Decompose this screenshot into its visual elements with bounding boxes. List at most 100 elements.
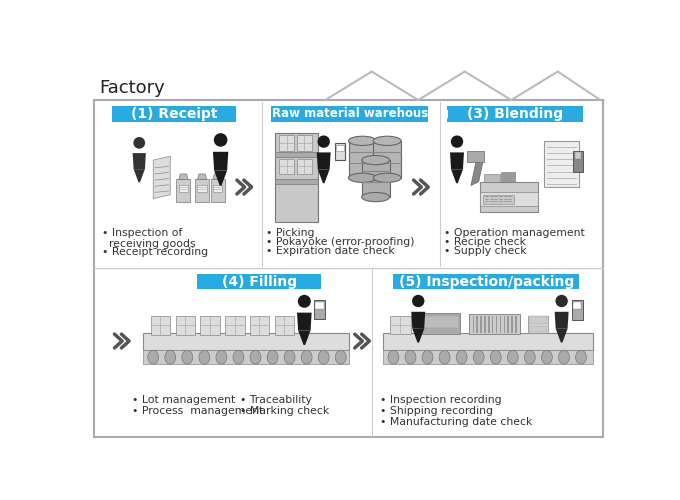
Polygon shape — [133, 153, 146, 169]
Bar — [480, 182, 539, 212]
Text: • Traceability: • Traceability — [240, 395, 312, 405]
Ellipse shape — [267, 350, 278, 364]
Bar — [362, 160, 390, 197]
Polygon shape — [213, 174, 222, 180]
Bar — [575, 152, 581, 158]
Polygon shape — [176, 180, 190, 203]
Circle shape — [214, 133, 227, 146]
Ellipse shape — [373, 136, 401, 145]
Ellipse shape — [362, 156, 390, 164]
Bar — [496, 316, 497, 332]
Polygon shape — [213, 152, 228, 171]
Bar — [95, 100, 602, 438]
Ellipse shape — [148, 350, 158, 364]
Bar — [197, 184, 207, 192]
Polygon shape — [318, 170, 330, 183]
Ellipse shape — [362, 192, 390, 202]
Text: • Inspection recording: • Inspection recording — [379, 395, 501, 405]
Polygon shape — [317, 152, 330, 170]
Bar — [384, 350, 593, 364]
Bar — [179, 184, 188, 192]
Bar — [394, 274, 579, 289]
Bar — [544, 141, 579, 187]
Ellipse shape — [199, 350, 209, 364]
Text: • Lot management: • Lot management — [131, 395, 235, 405]
Polygon shape — [214, 170, 227, 186]
Polygon shape — [411, 312, 425, 328]
Bar — [480, 316, 482, 332]
Bar — [528, 316, 547, 332]
Text: (3) Blending: (3) Blending — [466, 107, 563, 121]
Polygon shape — [153, 156, 170, 198]
Text: (5) Inspection/packing: (5) Inspection/packing — [399, 275, 574, 289]
Polygon shape — [450, 152, 464, 170]
Bar — [469, 314, 520, 334]
Polygon shape — [555, 312, 568, 328]
Bar — [529, 326, 547, 332]
Text: • Operation management: • Operation management — [444, 228, 585, 238]
Bar — [573, 151, 583, 172]
Bar — [507, 316, 509, 332]
Polygon shape — [211, 180, 224, 203]
Bar — [225, 316, 245, 335]
Ellipse shape — [250, 350, 261, 364]
Polygon shape — [556, 328, 568, 342]
Bar — [275, 152, 318, 157]
Bar — [480, 192, 539, 206]
Text: Factory: Factory — [99, 78, 165, 96]
Bar — [279, 158, 294, 174]
Polygon shape — [197, 174, 207, 180]
Circle shape — [298, 295, 311, 308]
Bar — [279, 136, 294, 151]
Ellipse shape — [284, 350, 295, 364]
Text: (1) Receipt: (1) Receipt — [131, 107, 218, 121]
Ellipse shape — [405, 350, 416, 364]
Ellipse shape — [233, 350, 244, 364]
Bar — [467, 151, 484, 162]
Ellipse shape — [373, 173, 401, 182]
Ellipse shape — [422, 350, 433, 364]
Bar — [143, 334, 348, 350]
Text: • Picking: • Picking — [267, 228, 315, 238]
Bar — [477, 316, 478, 332]
Ellipse shape — [490, 350, 501, 364]
Ellipse shape — [348, 136, 377, 145]
Bar — [271, 106, 428, 122]
Circle shape — [451, 136, 463, 148]
Ellipse shape — [348, 173, 377, 182]
Text: • Recipe check: • Recipe check — [444, 237, 526, 247]
Polygon shape — [179, 174, 188, 180]
Bar — [503, 316, 505, 332]
Text: • Receipt recording: • Receipt recording — [102, 247, 208, 257]
Polygon shape — [471, 156, 484, 186]
Circle shape — [556, 295, 568, 307]
Text: (2) Raw material warehousing: (2) Raw material warehousing — [250, 108, 449, 120]
Bar — [511, 316, 513, 332]
Ellipse shape — [216, 350, 227, 364]
Bar — [201, 316, 220, 335]
Bar — [492, 316, 494, 332]
Bar — [515, 316, 517, 332]
Ellipse shape — [473, 350, 484, 364]
Ellipse shape — [165, 350, 175, 364]
Ellipse shape — [388, 350, 399, 364]
Text: • Inspection of
  receiving goods: • Inspection of receiving goods — [102, 228, 196, 250]
Polygon shape — [412, 328, 424, 342]
Bar — [501, 172, 515, 181]
Bar — [384, 334, 593, 350]
Polygon shape — [195, 180, 209, 203]
Ellipse shape — [575, 350, 586, 364]
Ellipse shape — [558, 350, 569, 364]
Bar — [488, 316, 490, 332]
Bar — [390, 316, 411, 334]
Bar — [275, 133, 318, 222]
Ellipse shape — [318, 350, 329, 364]
Bar — [529, 316, 547, 324]
Circle shape — [412, 295, 424, 307]
Polygon shape — [297, 312, 311, 330]
Ellipse shape — [541, 350, 552, 364]
Bar — [175, 316, 195, 335]
Text: • Manufacturing date check: • Manufacturing date check — [379, 416, 532, 426]
Text: • Marking check: • Marking check — [240, 406, 329, 415]
Polygon shape — [133, 169, 145, 182]
